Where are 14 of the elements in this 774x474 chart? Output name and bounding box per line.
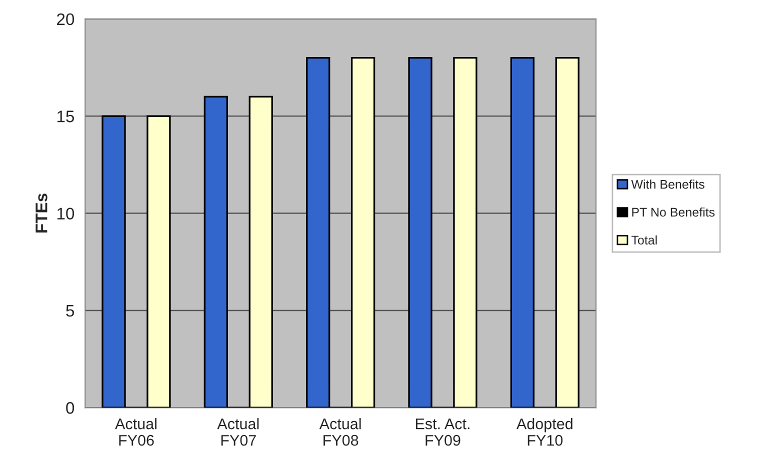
y-tick-label: 20 (57, 13, 74, 26)
legend-label: With Benefits (631, 180, 704, 189)
y-tick-label: 10 (57, 208, 74, 220)
y-axis-title: FTEs (36, 194, 48, 233)
y-tick-label: 0 (66, 402, 74, 414)
x-tick-label: Est. Act. FY09 (416, 418, 470, 446)
x-tick-label: Actual FY07 (217, 418, 259, 446)
legend-label: PT No Benefits (632, 207, 715, 217)
y-tick-label: 5 (66, 305, 74, 317)
legend-label: Total (631, 235, 657, 245)
x-tick-label: Adopted FY10 (516, 418, 572, 446)
x-tick-label: Actual FY06 (115, 418, 156, 446)
y-tick-label: 15 (57, 110, 74, 122)
x-tick-label: Actual FY08 (319, 418, 361, 446)
